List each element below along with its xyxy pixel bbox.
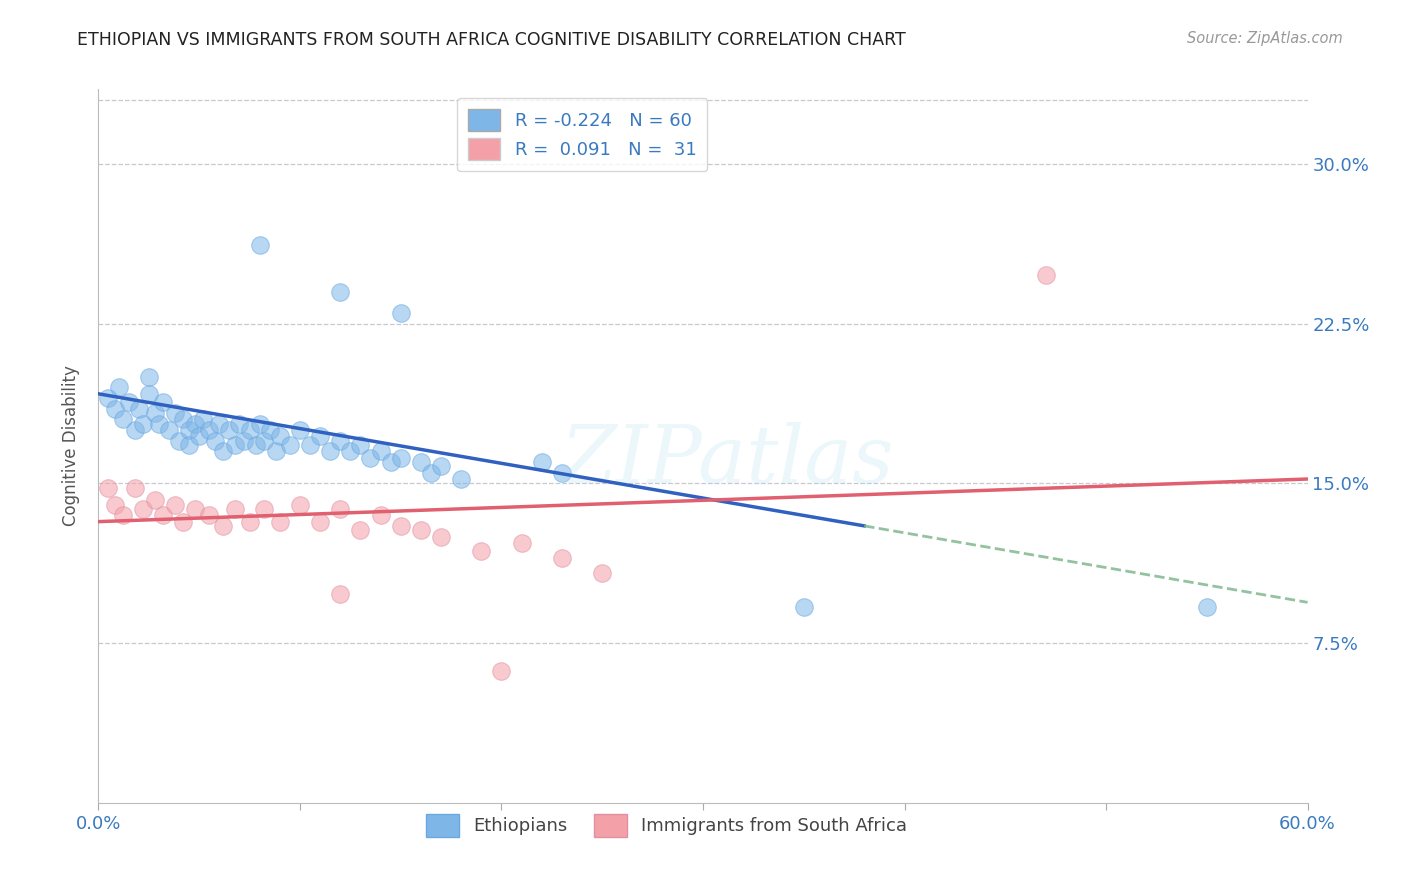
- Point: [124, 423, 146, 437]
- Point: [152, 395, 174, 409]
- Point: [172, 515, 194, 529]
- Point: [259, 423, 281, 437]
- Point: [107, 380, 129, 394]
- Point: [430, 529, 453, 543]
- Y-axis label: Cognitive Disability: Cognitive Disability: [62, 366, 80, 526]
- Point: [288, 498, 311, 512]
- Point: [409, 455, 432, 469]
- Point: [1195, 599, 1218, 614]
- Point: [239, 423, 262, 437]
- Point: [224, 438, 246, 452]
- Point: [551, 466, 574, 480]
- Point: [389, 519, 412, 533]
- Point: [143, 493, 166, 508]
- Point: [118, 395, 141, 409]
- Point: [491, 664, 513, 678]
- Point: [278, 438, 301, 452]
- Point: [430, 459, 453, 474]
- Point: [450, 472, 472, 486]
- Legend: Ethiopians, Immigrants from South Africa: Ethiopians, Immigrants from South Africa: [419, 807, 914, 844]
- Point: [193, 412, 215, 426]
- Point: [249, 237, 271, 252]
- Point: [530, 455, 553, 469]
- Point: [389, 450, 412, 465]
- Point: [288, 423, 311, 437]
- Point: [143, 406, 166, 420]
- Point: [111, 412, 134, 426]
- Point: [245, 438, 267, 452]
- Point: [208, 417, 231, 431]
- Point: [239, 515, 262, 529]
- Point: [132, 417, 155, 431]
- Point: [179, 438, 201, 452]
- Point: [128, 401, 150, 416]
- Point: [138, 386, 160, 401]
- Point: [228, 417, 250, 431]
- Point: [111, 508, 134, 523]
- Point: [349, 438, 371, 452]
- Point: [409, 523, 432, 537]
- Point: [179, 423, 201, 437]
- Point: [163, 498, 186, 512]
- Point: [269, 515, 291, 529]
- Point: [103, 401, 125, 416]
- Point: [319, 444, 342, 458]
- Point: [253, 501, 276, 516]
- Point: [360, 450, 382, 465]
- Point: [551, 550, 574, 565]
- Point: [591, 566, 613, 580]
- Point: [510, 536, 533, 550]
- Point: [138, 369, 160, 384]
- Point: [103, 498, 125, 512]
- Point: [172, 412, 194, 426]
- Point: [329, 434, 352, 448]
- Point: [329, 285, 352, 299]
- Point: [329, 501, 352, 516]
- Point: [204, 434, 226, 448]
- Point: [309, 429, 332, 443]
- Point: [299, 438, 322, 452]
- Point: [148, 417, 170, 431]
- Point: [212, 519, 235, 533]
- Point: [198, 423, 221, 437]
- Point: [269, 429, 291, 443]
- Point: [198, 508, 221, 523]
- Point: [349, 523, 371, 537]
- Point: [264, 444, 287, 458]
- Point: [470, 544, 492, 558]
- Point: [184, 417, 207, 431]
- Point: [132, 501, 155, 516]
- Point: [152, 508, 174, 523]
- Point: [188, 429, 211, 443]
- Text: Source: ZipAtlas.com: Source: ZipAtlas.com: [1187, 31, 1343, 46]
- Point: [124, 481, 146, 495]
- Point: [218, 423, 240, 437]
- Text: ZIPatlas: ZIPatlas: [561, 422, 894, 499]
- Point: [167, 434, 190, 448]
- Point: [329, 587, 352, 601]
- Point: [249, 417, 271, 431]
- Point: [339, 444, 361, 458]
- Point: [389, 306, 412, 320]
- Point: [224, 501, 246, 516]
- Point: [97, 391, 120, 405]
- Point: [309, 515, 332, 529]
- Point: [212, 444, 235, 458]
- Point: [184, 501, 207, 516]
- Point: [370, 508, 392, 523]
- Point: [380, 455, 402, 469]
- Point: [370, 444, 392, 458]
- Point: [793, 599, 815, 614]
- Point: [420, 466, 443, 480]
- Point: [97, 481, 120, 495]
- Point: [232, 434, 254, 448]
- Point: [253, 434, 276, 448]
- Point: [163, 406, 186, 420]
- Text: ETHIOPIAN VS IMMIGRANTS FROM SOUTH AFRICA COGNITIVE DISABILITY CORRELATION CHART: ETHIOPIAN VS IMMIGRANTS FROM SOUTH AFRIC…: [77, 31, 905, 49]
- Point: [1035, 268, 1057, 282]
- Point: [157, 423, 180, 437]
